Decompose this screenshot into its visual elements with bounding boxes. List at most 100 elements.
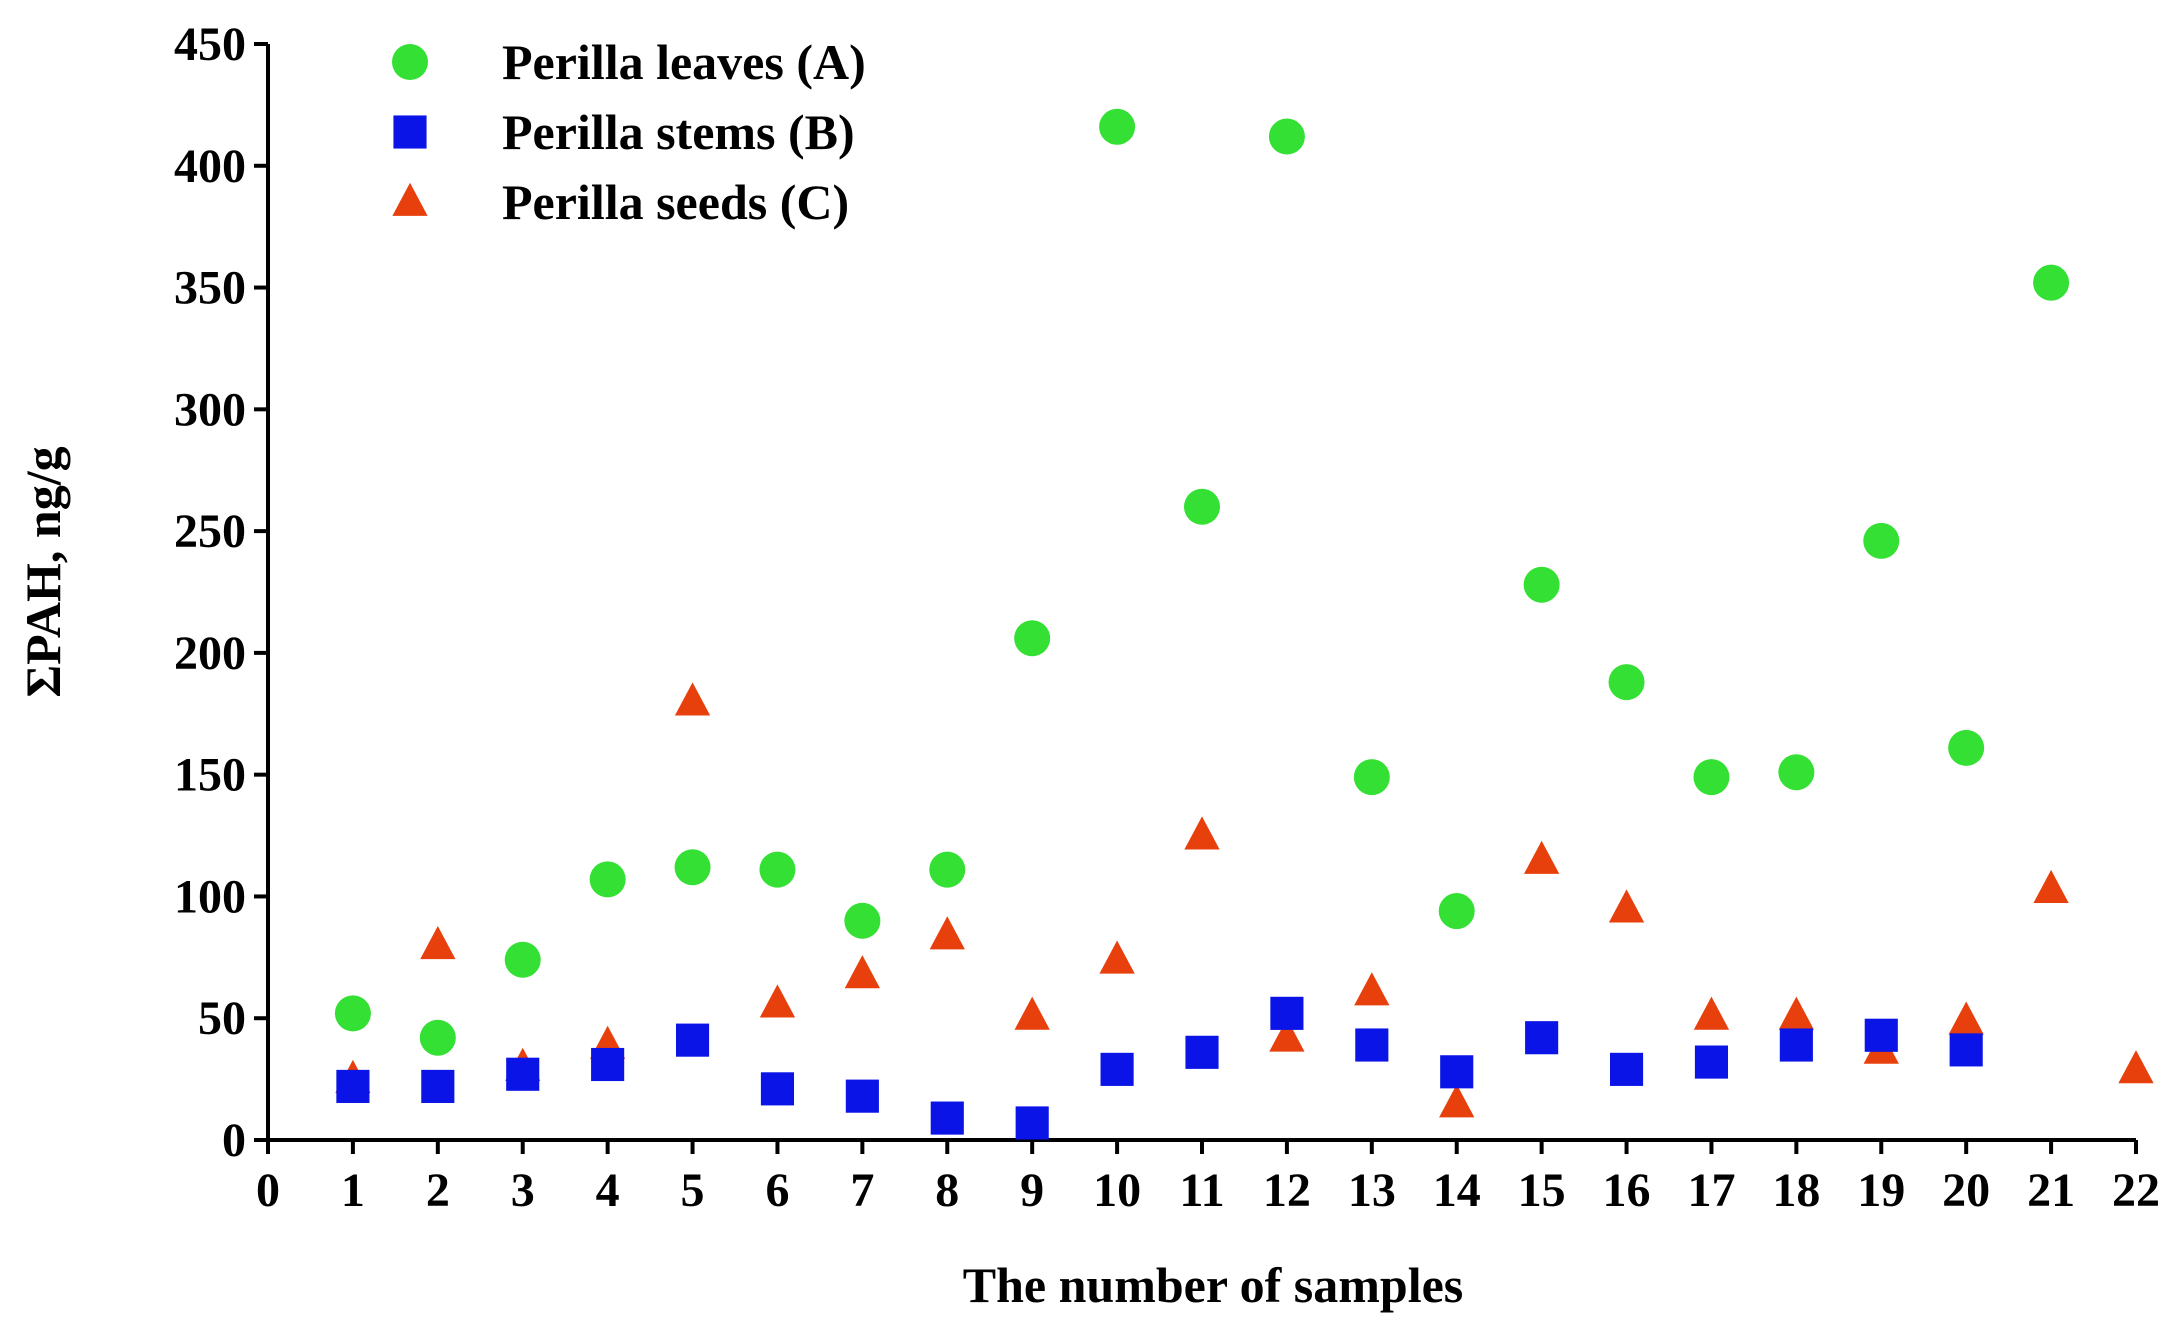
y-tick-label-350: 350: [174, 262, 246, 315]
x-tick-label-11: 11: [1179, 1164, 1224, 1217]
point-stems-20: [1949, 1033, 1983, 1067]
point-stems-5: [675, 1023, 710, 1057]
point-stems-18: [1779, 1028, 1813, 1062]
point-stems-11: [1185, 1035, 1219, 1069]
point-leaves-10: [1099, 108, 1136, 145]
point-leaves-12: [1268, 118, 1305, 155]
x-tick-label-1: 1: [341, 1164, 365, 1217]
y-tick-label-400: 400: [174, 140, 246, 193]
y-tick-label-300: 300: [174, 383, 246, 436]
point-seeds-2: [420, 925, 456, 960]
point-stems-2: [421, 1069, 455, 1103]
point-leaves-5: [674, 849, 711, 886]
legend-label-leaves: Perilla leaves (A): [502, 34, 866, 90]
point-stems-10: [1100, 1052, 1134, 1086]
x-tick-label-15: 15: [1518, 1164, 1566, 1217]
point-stems-19: [1864, 1018, 1898, 1052]
point-leaves-4: [589, 861, 626, 898]
y-tick-label-250: 250: [174, 505, 246, 558]
x-tick-label-5: 5: [681, 1164, 705, 1217]
legend-label-stems: Perilla stems (B): [502, 104, 855, 160]
point-leaves-16: [1608, 664, 1645, 701]
point-stems-8: [930, 1101, 964, 1135]
point-leaves-17: [1693, 759, 1730, 796]
x-tick-label-10: 10: [1093, 1164, 1141, 1217]
point-leaves-11: [1184, 488, 1220, 525]
x-tick-label-9: 9: [1020, 1164, 1044, 1217]
point-leaves-13: [1353, 759, 1390, 796]
point-leaves-18: [1778, 754, 1815, 791]
point-seeds-18: [1778, 996, 1815, 1030]
point-leaves-21: [2033, 264, 2070, 301]
data-points: [334, 108, 2154, 1140]
point-leaves-9: [1014, 620, 1051, 657]
point-seeds-14: [1439, 1084, 1475, 1118]
x-tick-label-14: 14: [1433, 1164, 1481, 1217]
x-tick-label-7: 7: [850, 1164, 874, 1217]
point-stems-1: [336, 1069, 370, 1103]
legend-marker-seeds: [392, 182, 428, 216]
point-stems-3: [506, 1057, 540, 1091]
x-tick-label-22: 22: [2112, 1164, 2160, 1217]
point-seeds-15: [1523, 840, 1560, 874]
point-leaves-20: [1948, 729, 1985, 766]
x-tick-label-6: 6: [765, 1164, 789, 1217]
x-axis-title: The number of samples: [963, 1257, 1464, 1313]
point-leaves-6: [759, 851, 796, 888]
point-stems-7: [845, 1079, 879, 1113]
legend-marker-stems: [393, 115, 427, 149]
y-tick-label-50: 50: [198, 992, 246, 1045]
point-stems-4: [591, 1047, 625, 1082]
point-leaves-8: [929, 851, 966, 888]
point-stems-9: [1015, 1106, 1049, 1140]
point-stems-12: [1270, 996, 1304, 1030]
axis-ticks: 0 1 2 3 4 5 6 7 8 9 10 11 12 13 14 15 16 17 18 19 20 21 220501…: [174, 18, 2160, 1217]
x-tick-label-21: 21: [2027, 1164, 2075, 1217]
x-tick-label-16: 16: [1603, 1164, 1651, 1217]
x-tick-label-20: 20: [1942, 1164, 1990, 1217]
point-seeds-6: [759, 984, 796, 1018]
y-axis-title: ΣPAH, ng/g: [15, 446, 71, 697]
point-seeds-8: [929, 916, 965, 950]
x-tick-label-12: 12: [1263, 1164, 1311, 1217]
point-leaves-1: [334, 995, 371, 1032]
y-tick-label-150: 150: [174, 749, 246, 802]
y-tick-label-200: 200: [174, 627, 246, 680]
x-tick-label-2: 2: [426, 1164, 450, 1217]
x-tick-label-13: 13: [1348, 1164, 1396, 1217]
point-leaves-14: [1438, 893, 1475, 930]
point-leaves-7: [844, 902, 881, 939]
point-seeds-11: [1184, 816, 1220, 850]
y-tick-label-100: 100: [174, 870, 246, 923]
x-tick-label-19: 19: [1857, 1164, 1905, 1217]
point-seeds-5: [674, 682, 711, 716]
point-seeds-21: [2033, 869, 2069, 904]
x-tick-label-3: 3: [511, 1164, 535, 1217]
x-tick-label-0: 0: [256, 1164, 280, 1217]
point-seeds-16: [1608, 889, 1645, 923]
point-stems-16: [1609, 1052, 1644, 1086]
x-tick-label-17: 17: [1687, 1164, 1735, 1217]
point-seeds-7: [844, 955, 881, 989]
point-leaves-15: [1523, 566, 1560, 603]
point-stems-13: [1355, 1028, 1389, 1062]
point-stems-17: [1694, 1045, 1729, 1079]
point-stems-14: [1440, 1055, 1474, 1089]
point-leaves-19: [1863, 522, 1900, 559]
point-stems-6: [760, 1072, 795, 1106]
point-leaves-3: [504, 941, 541, 978]
point-seeds-9: [1014, 996, 1050, 1030]
legend-marker-leaves: [392, 44, 428, 80]
x-tick-label-8: 8: [935, 1164, 959, 1217]
legend: Perilla leaves (A) Perilla stems (B) Peril…: [392, 34, 866, 230]
point-leaves-2: [419, 1019, 456, 1056]
point-seeds-22: [2118, 1050, 2154, 1084]
y-tick-label-0: 0: [222, 1114, 246, 1167]
point-seeds-10: [1099, 940, 1135, 974]
point-seeds-13: [1354, 972, 1390, 1006]
x-tick-label-18: 18: [1772, 1164, 1820, 1217]
legend-label-seeds: Perilla seeds (C): [502, 174, 849, 230]
point-seeds-12: [1269, 1018, 1305, 1052]
